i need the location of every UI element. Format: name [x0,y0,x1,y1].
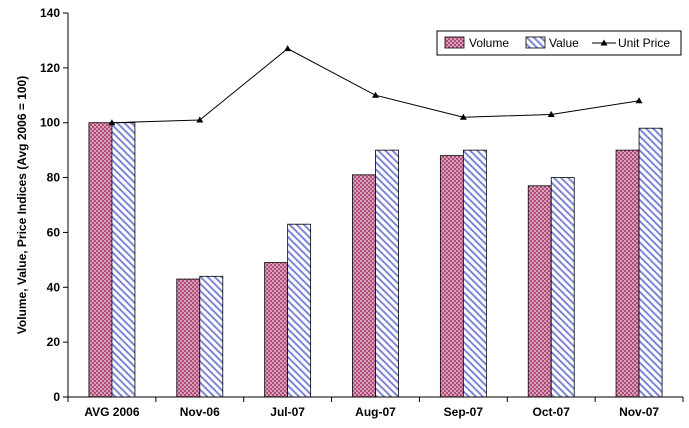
unit-price-point [547,110,555,117]
x-tick-label: Sep-07 [444,405,484,419]
bar-value [462,149,487,398]
y-tick-label: 0 [53,390,60,404]
legend-box [436,30,682,56]
unit-price-point [108,119,116,126]
bar-value [111,122,136,398]
y-axis-title: Volume, Value, Price Indices (Avg 2006 =… [15,76,29,334]
y-tick-label: 120 [40,61,60,75]
x-tick-label: Oct-07 [533,405,571,419]
legend-label-volume: Volume [469,36,509,50]
y-tick-label: 100 [40,116,60,130]
unit-price-point [196,116,204,123]
y-axis: 0 20 40 60 80 100 120 140 [40,6,68,404]
y-tick-label: 80 [47,171,61,185]
unit-price-point [284,45,292,52]
x-tick-label: Jul-07 [270,405,305,419]
y-tick-label: 60 [47,225,61,239]
x-axis: AVG 2006 Nov-06 Jul-07 Aug-07 Sep-07 Oct-07 No… [67,397,684,419]
bar-volume [88,122,113,398]
y-tick-label: 20 [47,335,61,349]
bar-volume [615,149,640,398]
legend: Volume Value Unit Price [436,30,682,56]
legend-swatch-volume [444,36,465,49]
x-tick-label: Nov-06 [180,405,220,419]
unit-price-point [372,91,379,98]
unit-price-point [635,97,643,104]
bar-volume [527,185,552,398]
x-tick-label: AVG 2006 [84,405,139,419]
legend-label-unit-price: Unit Price [618,36,670,50]
axes [67,13,683,398]
legend-marker-unit-price [600,39,608,46]
bar-volume [439,155,464,398]
legend-swatch-value [525,36,546,49]
bar-value [287,223,312,398]
bar-volume [264,262,289,398]
bar-value [638,127,663,398]
y-tick-label: 40 [47,280,61,294]
bar-value [199,275,224,398]
legend-label-value: Value [549,36,579,50]
bars [88,122,663,398]
x-tick-label: Aug-07 [355,405,396,419]
bar-value [550,177,575,398]
bar-volume [352,174,376,398]
y-tick-label: 140 [40,6,60,20]
bar-volume [176,278,201,398]
unit-price-line [111,48,640,124]
unit-price-point [459,113,467,120]
bar-value [375,149,399,398]
x-tick-label: Nov-07 [619,405,659,419]
unit-price-series [108,45,643,126]
